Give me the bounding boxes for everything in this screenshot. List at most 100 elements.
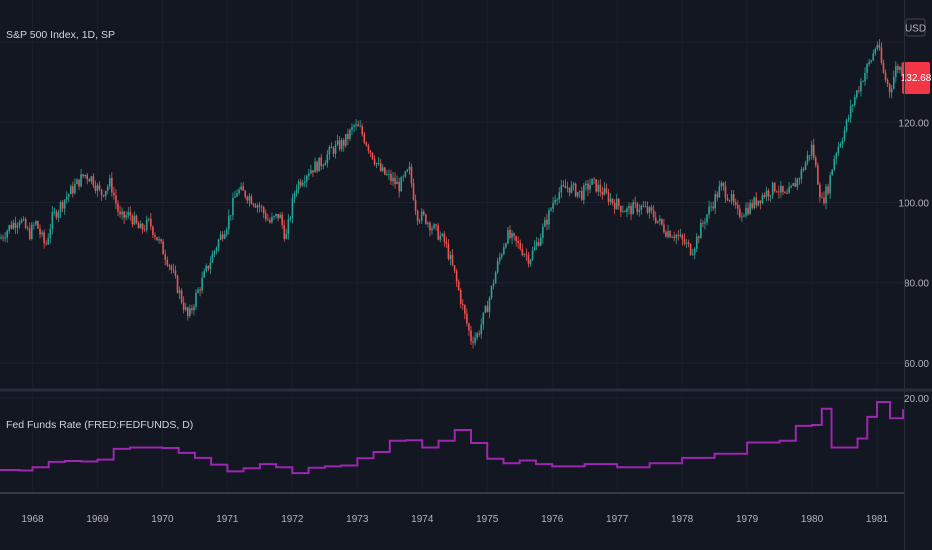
candle-body xyxy=(739,208,741,217)
candle-body xyxy=(361,126,364,135)
candle-body xyxy=(884,72,887,80)
candle-body xyxy=(753,197,756,208)
last-price-marker: 132.68 xyxy=(901,62,932,94)
candle-body xyxy=(186,307,189,316)
candle-body xyxy=(741,216,743,218)
candle-body xyxy=(539,237,542,246)
candle-body xyxy=(139,223,142,229)
time-tick-label: 1968 xyxy=(21,514,44,525)
candle-body xyxy=(617,199,620,206)
candle-body xyxy=(219,234,222,240)
currency-button[interactable]: USD xyxy=(905,18,926,37)
candle-body xyxy=(790,185,792,188)
candle-body xyxy=(587,183,589,190)
candle-body xyxy=(236,193,238,197)
candle-body xyxy=(509,229,511,238)
candle-body xyxy=(250,196,253,204)
candle-body xyxy=(70,186,72,195)
candle-body xyxy=(667,231,669,237)
candle-body xyxy=(293,193,296,199)
candle-body xyxy=(794,183,797,187)
candle-body xyxy=(267,219,269,221)
candle-body xyxy=(835,153,838,159)
candle-body xyxy=(283,225,286,239)
candle-body xyxy=(841,140,844,145)
candle-body xyxy=(223,234,226,239)
candle-body xyxy=(814,157,817,166)
candle-body xyxy=(246,197,249,201)
candle-body xyxy=(757,200,760,206)
candle-body xyxy=(700,222,702,239)
candle-body xyxy=(154,235,156,238)
candle-body xyxy=(798,178,801,180)
candle-body xyxy=(174,270,177,276)
time-tick-label: 1981 xyxy=(866,514,889,525)
candle-body xyxy=(427,222,429,224)
candle-body xyxy=(217,239,220,248)
candle-body xyxy=(435,224,437,226)
candle-body xyxy=(8,225,11,231)
candle-body xyxy=(260,206,263,208)
candle-body xyxy=(31,224,33,240)
candle-body xyxy=(802,169,805,171)
candle-body xyxy=(648,207,651,213)
candle-body xyxy=(102,195,105,197)
time-axis[interactable]: 1968 1969 1970 1971 1972 1973 1974 1975 1976 1977… xyxy=(21,514,888,525)
candle-body xyxy=(892,76,895,89)
candle-body xyxy=(451,255,454,266)
candle-body xyxy=(693,248,696,255)
candle-body xyxy=(96,185,99,191)
candle-body xyxy=(431,228,433,231)
candle-body xyxy=(39,228,41,235)
candle-body xyxy=(49,228,52,239)
candle-body xyxy=(254,205,257,208)
candle-body xyxy=(634,202,636,204)
candle-body xyxy=(78,179,80,187)
candle-body xyxy=(111,178,113,193)
candle-body xyxy=(143,229,146,231)
candle-body xyxy=(771,182,774,196)
candle-body xyxy=(576,192,579,197)
indicator-pane-title: Fed Funds Rate (FRED:FEDFUNDS, D) xyxy=(6,419,193,431)
time-tick-label: 1973 xyxy=(346,514,369,525)
candle-body xyxy=(513,233,515,237)
candle-body xyxy=(550,208,552,211)
candle-body xyxy=(381,167,384,171)
candle-body xyxy=(449,255,452,260)
candle-body xyxy=(80,174,82,187)
candle-body xyxy=(412,183,415,200)
candle-body xyxy=(273,216,275,218)
candle-body xyxy=(552,202,554,209)
candle-body xyxy=(275,213,277,217)
candle-body xyxy=(845,119,848,131)
candle-body xyxy=(347,134,349,139)
candle-body xyxy=(544,219,546,227)
candle-body xyxy=(104,190,107,197)
candle-body xyxy=(367,145,370,151)
candle-body xyxy=(788,187,790,194)
candle-body xyxy=(585,183,587,186)
time-tick-label: 1978 xyxy=(671,514,694,525)
candle-body xyxy=(778,191,780,193)
candle-body xyxy=(135,215,138,224)
candle-body xyxy=(205,265,208,272)
candle-body xyxy=(330,146,333,149)
price-tick-label: 120.00 xyxy=(898,118,929,129)
candle-body xyxy=(880,47,883,63)
candle-body xyxy=(53,211,56,213)
candle-body xyxy=(133,215,136,225)
candle-body xyxy=(517,241,519,243)
time-tick-label: 1974 xyxy=(411,514,434,525)
candle-body xyxy=(745,207,747,216)
candle-body xyxy=(642,205,645,207)
candle-body xyxy=(679,234,682,237)
candle-body xyxy=(248,196,251,201)
candle-body xyxy=(355,124,357,126)
fed-funds-rate-line xyxy=(0,401,904,475)
candle-body xyxy=(490,285,493,298)
candle-body xyxy=(308,173,310,176)
candle-body xyxy=(673,237,675,239)
candle-body xyxy=(720,182,723,187)
candle-body xyxy=(375,163,378,165)
